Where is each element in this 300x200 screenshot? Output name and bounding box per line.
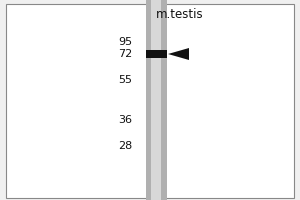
Text: m.testis: m.testis [156, 8, 204, 21]
Text: 95: 95 [118, 37, 132, 47]
Text: 72: 72 [118, 49, 132, 59]
Text: 28: 28 [118, 141, 132, 151]
Text: 36: 36 [118, 115, 132, 125]
Text: 55: 55 [118, 75, 132, 85]
Bar [151, 0, 161, 200]
Bar [161, 0, 166, 200]
Bar [146, 0, 151, 200]
Bar [146, 50, 167, 58]
Polygon shape [168, 48, 189, 60]
